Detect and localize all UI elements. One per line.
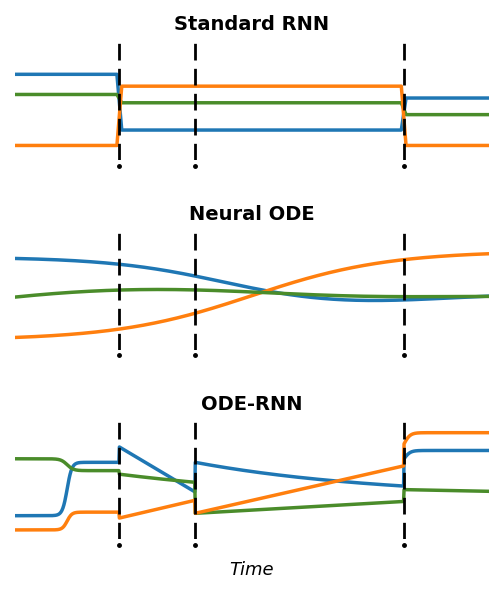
Title: ODE-RNN: ODE-RNN — [201, 395, 303, 414]
Title: Standard RNN: Standard RNN — [174, 15, 330, 34]
Text: Time: Time — [230, 561, 274, 579]
Title: Neural ODE: Neural ODE — [189, 205, 315, 224]
